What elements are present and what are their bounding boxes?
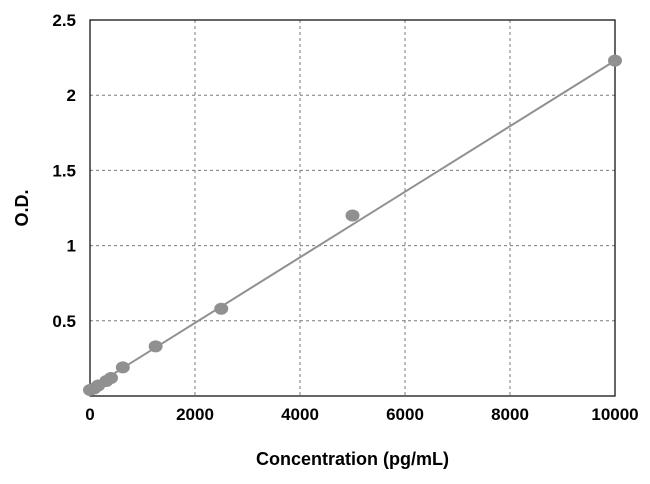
y-tick-label: 0.5 — [52, 312, 76, 331]
data-points — [83, 54, 622, 396]
grid — [90, 20, 615, 396]
x-axis-title: Concentration (pg/mL) — [256, 449, 449, 469]
y-axis-title: O.D. — [12, 189, 32, 226]
x-tick-label: 2000 — [176, 405, 214, 424]
data-point — [115, 361, 130, 374]
fit-line-group — [89, 59, 616, 390]
x-tick-label: 10000 — [591, 405, 638, 424]
plot-frame — [89, 19, 616, 397]
y-tick-label: 1.5 — [52, 161, 76, 180]
x-tick-label: 6000 — [386, 405, 424, 424]
x-tick-labels: 0 2000 4000 6000 8000 10000 — [85, 405, 638, 424]
data-point — [608, 54, 622, 67]
data-point — [104, 371, 118, 384]
data-point — [148, 340, 163, 353]
y-tick-label: 2.5 — [52, 11, 76, 30]
data-point — [214, 302, 229, 315]
x-tick-label: 4000 — [281, 405, 319, 424]
y-tick-labels: 0.5 1 1.5 2 2.5 — [52, 11, 76, 331]
y-tick-label: 2 — [67, 86, 76, 105]
data-point — [345, 209, 360, 222]
x-tick-label: 0 — [85, 405, 94, 424]
x-tick-label: 8000 — [491, 405, 529, 424]
fit-line — [89, 59, 616, 390]
y-tick-label: 1 — [67, 237, 76, 256]
